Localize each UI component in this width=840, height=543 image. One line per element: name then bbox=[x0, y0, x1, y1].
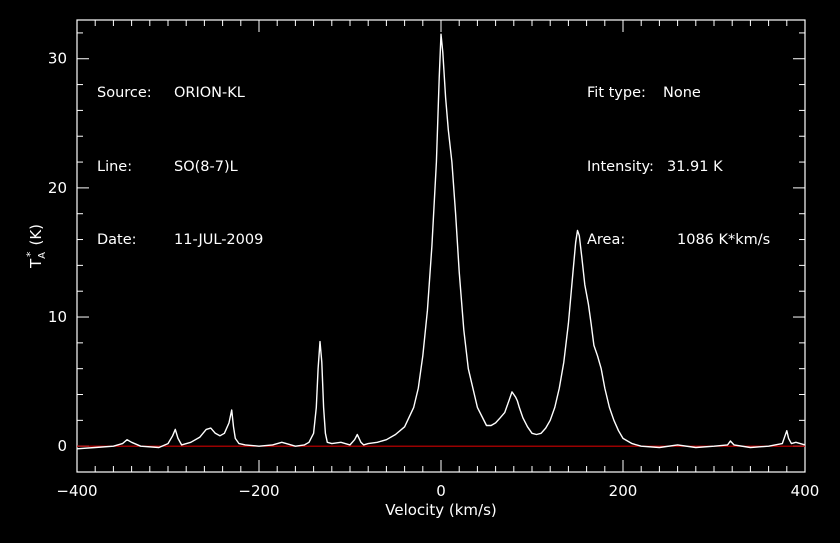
y-tick-label: 30 bbox=[48, 50, 67, 68]
source-label: Source: bbox=[97, 85, 152, 101]
svg-text:TA*(K): TA* (K) bbox=[24, 224, 48, 269]
date-value: 11-JUL-2009 bbox=[174, 232, 264, 248]
area-label: Area: bbox=[587, 232, 626, 248]
tick-labels: −400 −200 0 200 400 0 10 20 30 bbox=[48, 50, 819, 500]
y-axis-label-main: T bbox=[27, 258, 45, 269]
date-label: Date: bbox=[97, 232, 137, 248]
area-value: 1086 K*km/s bbox=[677, 232, 771, 248]
intensity-label: Intensity: bbox=[587, 158, 654, 175]
x-tick-label: −200 bbox=[238, 482, 279, 500]
spectrum-series-line bbox=[76, 33, 806, 450]
header-info-left: Source: ORION-KL Line: SO(8-7)L Date: 11-JU… bbox=[97, 32, 263, 302]
x-tick-label: 400 bbox=[791, 482, 820, 500]
y-tick-label: 10 bbox=[48, 308, 67, 326]
fit-type-label: Fit type: bbox=[587, 85, 646, 101]
y-axis-label-unit: (K) bbox=[27, 224, 45, 246]
y-tick-label: 0 bbox=[57, 437, 67, 455]
tick-marks bbox=[76, 20, 806, 473]
source-row: Source: ORION-KL bbox=[97, 81, 263, 106]
date-row: Date: 11-JUL-2009 bbox=[97, 228, 263, 253]
x-tick-label: −400 bbox=[56, 482, 97, 500]
y-axis-label-sub: A bbox=[37, 252, 48, 259]
x-tick-label: 0 bbox=[436, 482, 446, 500]
x-tick-label: 200 bbox=[609, 482, 638, 500]
intensity-row: Intensity: 31.91 K bbox=[587, 155, 770, 180]
y-axis-label-sup: * bbox=[24, 251, 37, 257]
intensity-value: 31.91 K bbox=[667, 158, 723, 175]
fit-type-value: None bbox=[663, 85, 701, 101]
y-tick-label: 20 bbox=[48, 179, 67, 197]
fit-type-row: Fit type: None bbox=[587, 81, 770, 106]
y-axis-label: TA* (K) bbox=[24, 224, 48, 269]
source-value: ORION-KL bbox=[174, 85, 245, 101]
header-info-right: Fit type: None Intensity: 31.91 K Area: 108… bbox=[587, 32, 770, 302]
line-label: Line: bbox=[97, 158, 133, 175]
x-axis-label: Velocity (km/s) bbox=[385, 501, 496, 519]
line-row: Line: SO(8-7)L bbox=[97, 155, 263, 180]
line-value: SO(8-7)L bbox=[174, 158, 238, 175]
area-row: Area: 1086 K*km/s bbox=[587, 228, 770, 253]
